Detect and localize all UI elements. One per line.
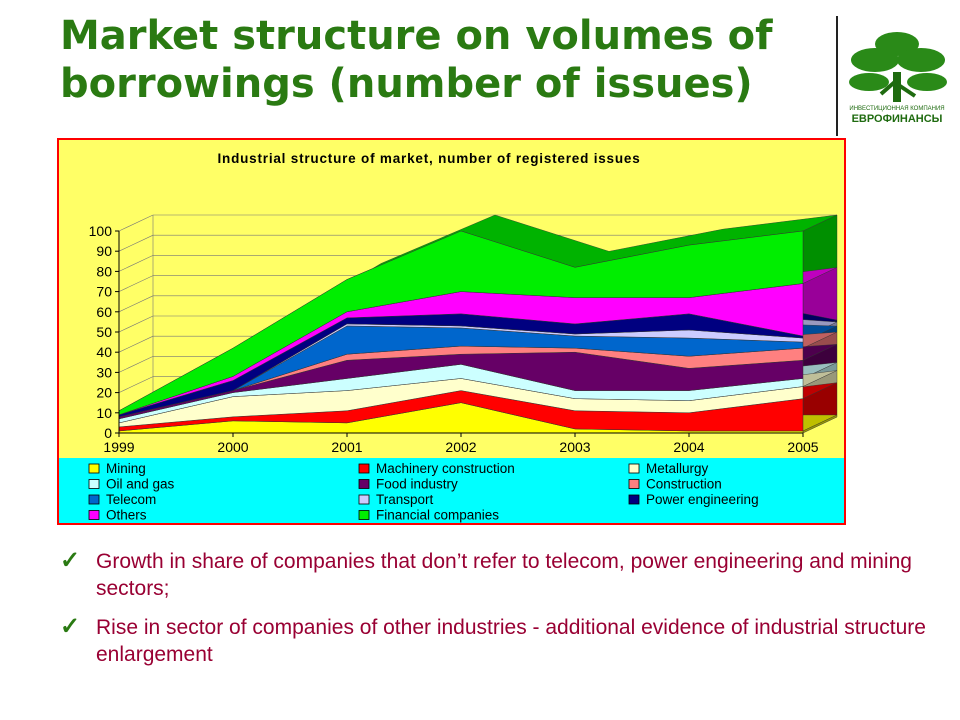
- gridline-side: [118, 315, 154, 333]
- bullet-list: ✓ Growth in share of companies that don’…: [60, 548, 950, 680]
- chart-frame: Industrial structure of market, number o…: [57, 138, 846, 525]
- legend-swatch: [358, 510, 370, 520]
- chart-title: Industrial structure of market, number o…: [217, 151, 640, 166]
- legend-swatch: [358, 463, 370, 474]
- x-tick-label: 2005: [787, 439, 818, 455]
- y-tick-label: 0: [104, 425, 112, 441]
- legend-band: [59, 458, 844, 523]
- gridline-side: [118, 376, 154, 393]
- y-tick-label: 40: [96, 344, 112, 360]
- legend-swatch: [358, 479, 370, 489]
- legend-swatch: [358, 494, 370, 505]
- y-tick-label: 80: [96, 263, 112, 279]
- legend-label: Oil and gas: [106, 477, 175, 492]
- title-divider: [836, 16, 838, 136]
- x-tick-label: 2003: [559, 439, 590, 455]
- y-tick-label: 20: [96, 385, 112, 401]
- legend-label: Telecom: [106, 492, 156, 507]
- legend-swatch: [628, 494, 640, 505]
- series-area: [118, 230, 804, 416]
- x-tick-label: 2002: [445, 439, 476, 455]
- x-tick-label: 2004: [673, 439, 704, 455]
- y-tick-label: 10: [96, 405, 112, 421]
- gridline-side: [118, 295, 154, 313]
- legend-label: Metallurgy: [646, 461, 709, 476]
- gridline-side: [118, 275, 154, 292]
- checkmark-icon: ✓: [60, 613, 81, 640]
- slide-title: Market structure on volumes of borrowing…: [60, 13, 773, 107]
- x-tick-label: 1999: [103, 439, 134, 455]
- y-tick-label: 100: [89, 223, 113, 239]
- gridline-side: [118, 255, 154, 272]
- legend-label: Others: [106, 508, 147, 523]
- legend-label: Mining: [106, 461, 146, 476]
- legend-swatch: [628, 463, 640, 474]
- legend-swatch: [88, 479, 100, 489]
- logo-caption: ЕВРОФИНАНСЫ: [852, 113, 943, 125]
- y-tick-label: 70: [96, 284, 112, 300]
- gridline-side: [118, 335, 154, 353]
- company-logo: ИНВЕСТИЦИОННАЯ КОМПАНИЯ ЕВРОФИНАНСЫ: [849, 32, 947, 125]
- x-tick-label: 2000: [217, 439, 248, 455]
- legend-swatch: [88, 510, 100, 520]
- legend-swatch: [88, 494, 100, 505]
- plot-area: 0 10 20 30 40 50 60 70 80 90 100 1999 2000 2001 2002 20…: [89, 214, 838, 455]
- legend-swatch: [628, 479, 640, 489]
- legend-label: Financial companies: [376, 508, 499, 523]
- legend-label: Power engineering: [646, 492, 759, 507]
- y-tick-label: 30: [96, 364, 112, 380]
- gridline-side: [118, 214, 154, 232]
- bullet-text: Rise in sector of companies of other ind…: [96, 616, 926, 666]
- legend-swatch: [88, 463, 100, 474]
- legend-label: Construction: [646, 477, 722, 492]
- y-tick-label: 60: [96, 304, 112, 320]
- bullet-item: ✓ Rise in sector of companies of other i…: [60, 614, 950, 668]
- tree-icon: [849, 32, 947, 102]
- legend-label: Machinery construction: [376, 461, 515, 476]
- area-chart: Industrial structure of market, number o…: [59, 140, 844, 523]
- bullet-item: ✓ Growth in share of companies that don’…: [60, 548, 950, 602]
- gridline-side: [118, 356, 154, 373]
- bullet-text: Growth in share of companies that don’t …: [96, 550, 912, 600]
- chart-legend: Mining Machinery construction Metallurgy Oi…: [88, 461, 759, 523]
- logo-caption-small: ИНВЕСТИЦИОННАЯ КОМПАНИЯ: [849, 106, 944, 112]
- legend-label: Food industry: [376, 477, 458, 492]
- legend-label: Transport: [376, 492, 434, 507]
- y-tick-label: 50: [96, 324, 112, 340]
- gridline-side: [118, 234, 154, 252]
- x-tick-label: 2001: [331, 439, 362, 455]
- checkmark-icon: ✓: [60, 547, 81, 574]
- y-tick-label: 90: [96, 243, 112, 259]
